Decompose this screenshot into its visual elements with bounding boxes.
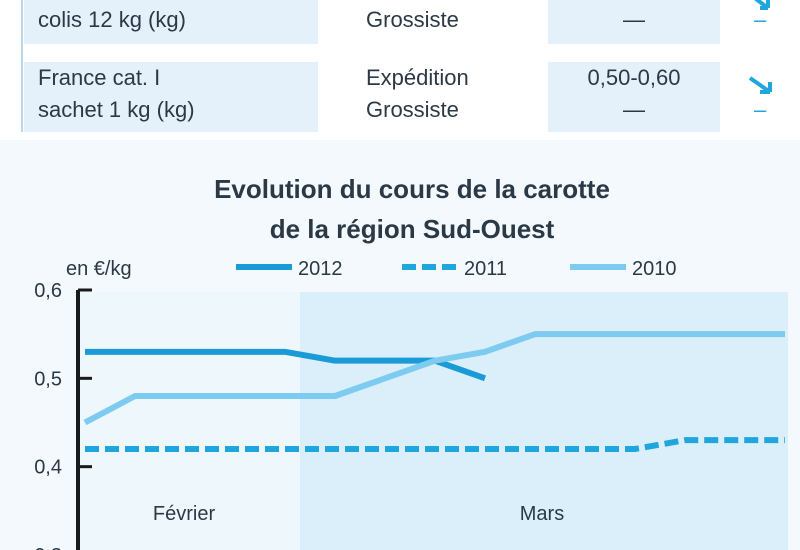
y-tick-label: 0,3 (34, 545, 62, 550)
chart-title: de la région Sud-Ouest (270, 214, 555, 244)
table-border (21, 0, 23, 132)
text: 0,50-0,60 (587, 65, 681, 90)
y-tick-label: 0,5 (34, 368, 62, 390)
trend-arrows (748, 0, 772, 94)
text: France cat. I (38, 65, 161, 90)
period-bg (80, 292, 300, 550)
legend-label: 2012 (298, 258, 343, 280)
y-tick-label: 0,4 (34, 457, 62, 479)
series-line (85, 348, 486, 382)
product: France cat. I sachet 1 kg (kg) (38, 62, 195, 126)
trend: – (754, 97, 767, 122)
series-line (83, 331, 785, 426)
text: — (623, 7, 645, 32)
row-bg (24, 0, 318, 44)
text: Grossiste (366, 97, 459, 122)
period-label: Mars (520, 503, 564, 525)
table: colis 12 kg (kg) Grossiste — – France ca… (0, 0, 800, 140)
stage: Grossiste (366, 4, 459, 36)
legend-label: 2011 (464, 258, 507, 280)
arrow-icon (748, 76, 772, 94)
text: colis 12 kg (kg) (38, 7, 186, 32)
chart-title: Evolution du cours de la carotte (214, 174, 610, 204)
product: colis 12 kg (kg) (38, 4, 186, 36)
legend-label: 2010 (632, 258, 677, 280)
series-line (85, 437, 785, 452)
trend: – (754, 7, 767, 32)
price: — (548, 4, 720, 36)
y-tick-label: 0,6 (34, 280, 62, 302)
period-label: Février (153, 503, 216, 525)
row-bg (24, 62, 318, 132)
row-bg (548, 62, 720, 132)
y-axis-label: en €/kg (66, 258, 132, 280)
row-bg (548, 0, 720, 44)
arrow-icon (754, 0, 770, 10)
text: — (623, 97, 645, 122)
text: Expédition (366, 65, 469, 90)
price: 0,50-0,60 — (548, 62, 720, 126)
stage: Expédition Grossiste (366, 62, 469, 126)
text: sachet 1 kg (kg) (38, 97, 195, 122)
text: Grossiste (366, 7, 459, 32)
